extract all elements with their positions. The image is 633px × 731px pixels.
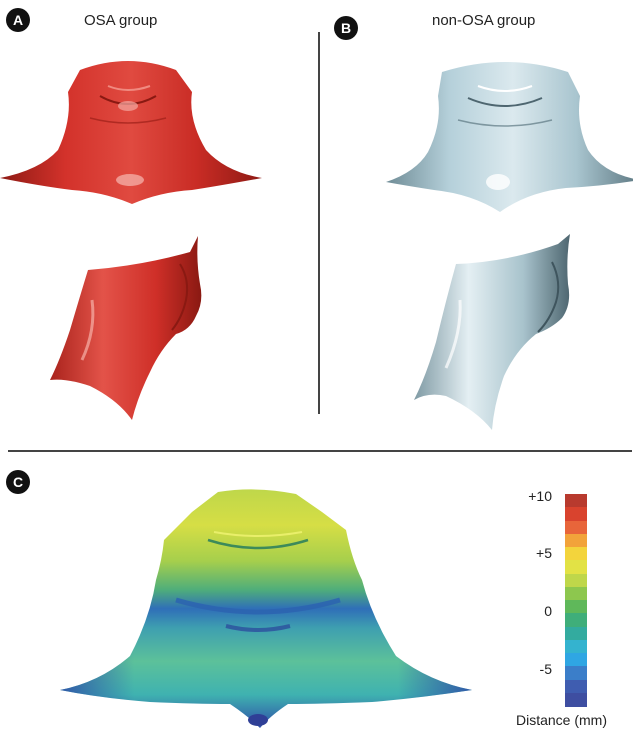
colorbar-segment	[565, 600, 587, 614]
colorbar-tick-label: 0	[544, 603, 552, 619]
colorbar-tick-label: +5	[536, 545, 552, 561]
colorbar-segment	[565, 494, 587, 508]
non-osa-side-neck	[414, 234, 570, 430]
colorbar-segment	[565, 666, 587, 680]
colorbar-segment	[565, 520, 587, 535]
colorbar-segment	[565, 679, 587, 694]
colorbar	[565, 494, 587, 707]
horizontal-divider	[8, 450, 632, 452]
colorbar-segment	[565, 653, 587, 667]
colorbar-segment	[565, 560, 587, 574]
panel-a-title: OSA group	[84, 12, 158, 29]
colorbar-title: Distance (mm)	[516, 712, 608, 728]
colorbar-segment	[565, 639, 587, 654]
colorbar-segment	[565, 507, 587, 521]
vertical-divider	[318, 32, 320, 414]
distance-heatmap-neck	[60, 489, 472, 728]
colorbar-segment	[565, 573, 587, 588]
panel-c-badge: C	[6, 470, 30, 494]
panel-b-badge: B	[334, 16, 358, 40]
colorbar-segment	[565, 586, 587, 601]
panel-a-badge: A	[6, 8, 30, 32]
colorbar-segment	[565, 533, 587, 548]
osa-side-neck	[50, 236, 202, 420]
non-osa-front-neck	[386, 62, 633, 212]
colorbar-segment	[565, 692, 587, 707]
colorbar-tick-label: -5	[539, 661, 552, 677]
colorbar-segment	[565, 626, 587, 641]
colorbar-tick-label: +10	[528, 488, 552, 504]
colorbar-segment	[565, 547, 587, 561]
panel-b-title: non-OSA group	[432, 12, 536, 29]
colorbar-segment	[565, 613, 587, 627]
osa-front-neck	[0, 61, 262, 204]
